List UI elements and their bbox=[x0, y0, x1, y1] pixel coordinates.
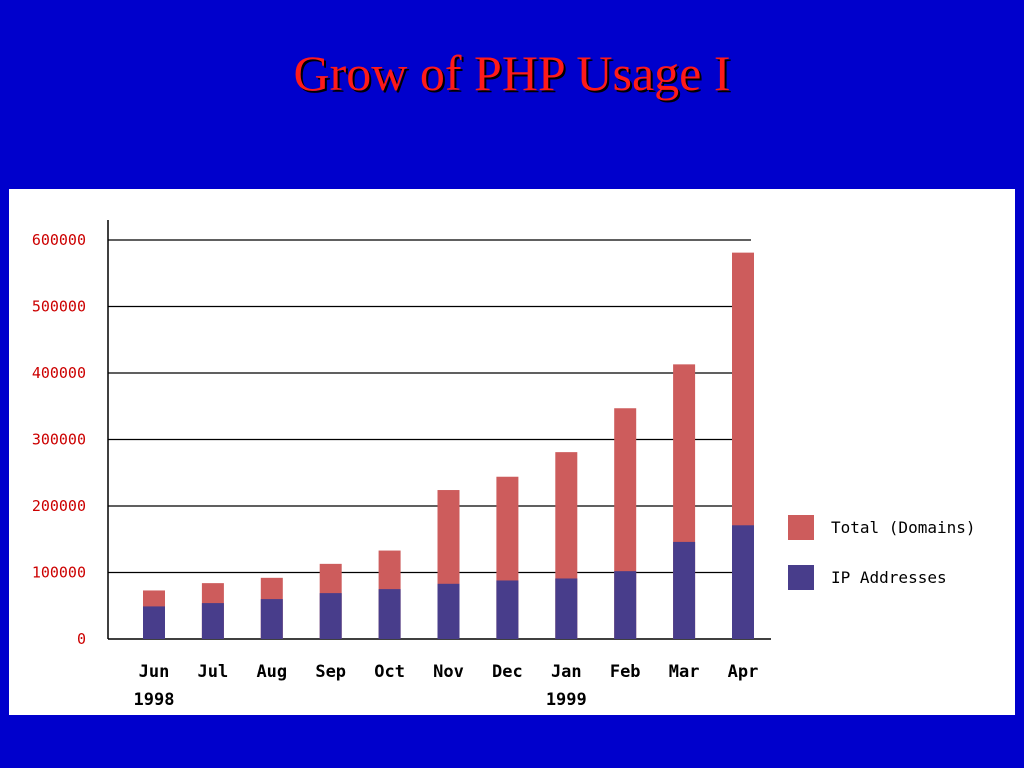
legend-label: Total (Domains) bbox=[831, 518, 976, 537]
bar-ip-addresses bbox=[260, 599, 283, 639]
x-tick-label: Oct bbox=[374, 662, 405, 682]
y-tick-label: 400000 bbox=[32, 364, 86, 382]
x-tick-label: Nov bbox=[433, 662, 464, 682]
x-year-label: 1998 bbox=[134, 690, 175, 710]
x-tick-label: Aug bbox=[256, 662, 287, 682]
bar-ip-addresses bbox=[673, 541, 696, 639]
legend-swatch bbox=[788, 565, 814, 590]
x-tick-label: Sep bbox=[315, 662, 346, 682]
y-tick-label: 100000 bbox=[32, 564, 86, 582]
legend-label: IP Addresses bbox=[831, 568, 947, 587]
chart-panel: 600000 500000 400000 300000 200000 100000 0 Jun… bbox=[9, 189, 1015, 715]
bar-ip-addresses bbox=[732, 525, 754, 639]
x-tick-label: Apr bbox=[728, 662, 759, 682]
bar-ip-addresses bbox=[437, 583, 460, 639]
x-tick-label: Mar bbox=[669, 662, 700, 682]
bar-ip-addresses bbox=[555, 578, 578, 639]
x-year-label: 1999 bbox=[546, 690, 587, 710]
slide-title: Grow of PHP Usage I bbox=[293, 45, 731, 101]
x-tick-label: Dec bbox=[492, 662, 523, 682]
bar-ip-addresses bbox=[378, 589, 401, 639]
legend-swatch bbox=[788, 515, 814, 540]
bar-ip-addresses bbox=[496, 580, 519, 639]
bar-ip-addresses bbox=[143, 606, 165, 639]
y-tick-label: 500000 bbox=[32, 298, 86, 316]
x-tick-label: Jun bbox=[139, 662, 170, 682]
bar-ip-addresses bbox=[614, 571, 637, 639]
y-tick-label: 0 bbox=[77, 630, 86, 648]
bar-ip-addresses bbox=[201, 603, 224, 639]
y-tick-label: 200000 bbox=[32, 497, 86, 515]
x-tick-label: Jul bbox=[198, 662, 229, 682]
y-tick-label: 300000 bbox=[32, 431, 86, 449]
bar-chart: 600000 500000 400000 300000 200000 100000 0 Jun… bbox=[32, 220, 976, 710]
x-tick-label: Feb bbox=[610, 662, 641, 682]
x-tick-label: Jan bbox=[551, 662, 582, 682]
bar-ip-addresses bbox=[319, 593, 342, 639]
y-tick-label: 600000 bbox=[32, 231, 86, 249]
